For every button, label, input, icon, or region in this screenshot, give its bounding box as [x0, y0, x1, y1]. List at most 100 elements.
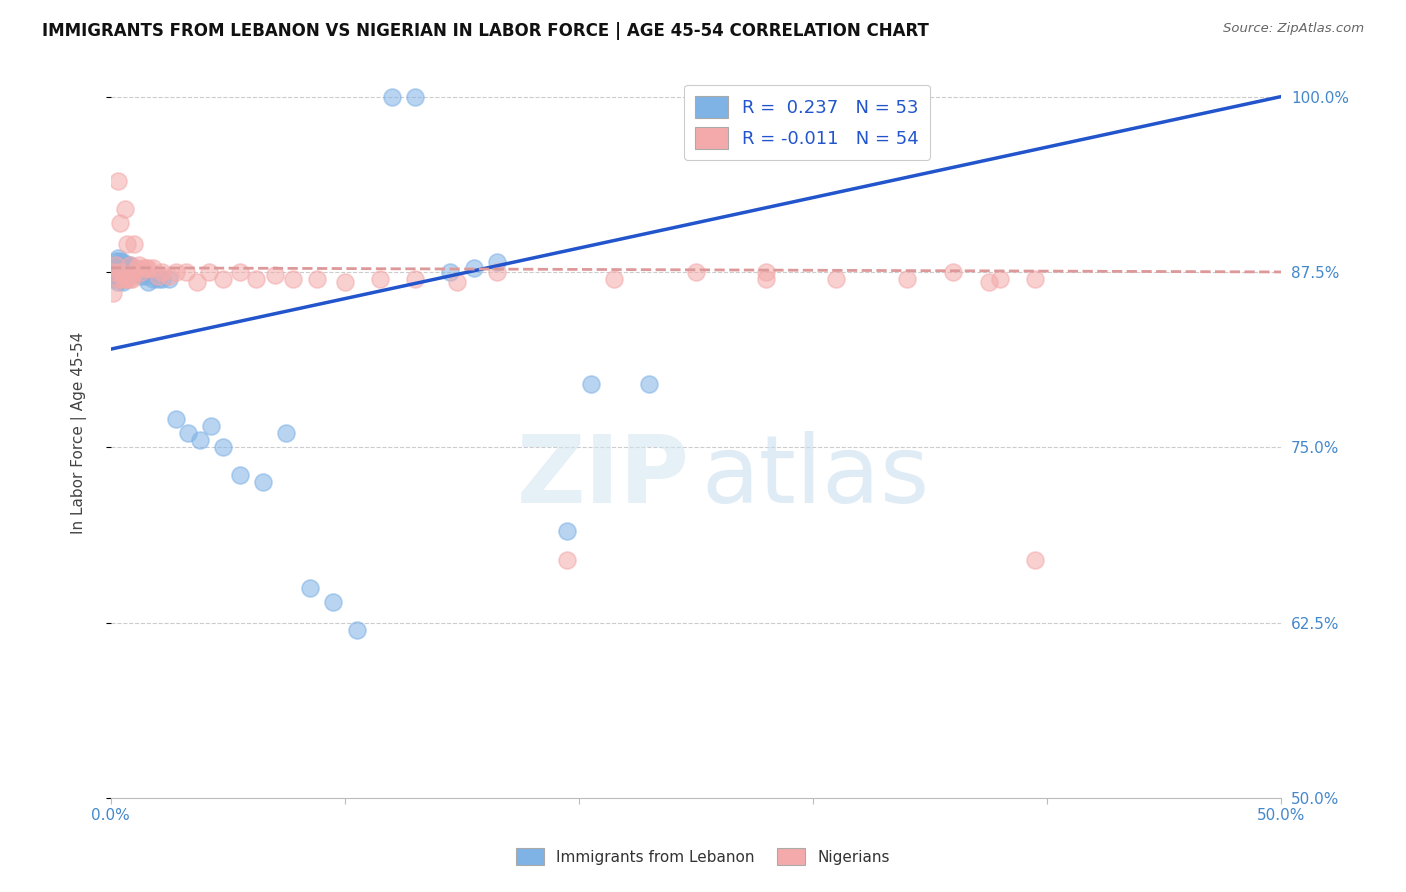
Point: [157, 269, 180, 284]
Point: [755, 272, 778, 286]
Point: [977, 275, 1000, 289]
Point: [125, 263, 148, 277]
Point: [107, 275, 129, 289]
Point: [135, 260, 157, 275]
Point: [128, 266, 150, 280]
Point: [942, 265, 965, 279]
Point: [103, 285, 125, 300]
Point: [111, 263, 134, 277]
Point: [110, 272, 132, 286]
Point: [104, 258, 127, 272]
Point: [118, 258, 141, 272]
Point: [115, 258, 138, 272]
Point: [111, 255, 134, 269]
Point: [439, 265, 461, 279]
Point: [346, 623, 368, 637]
Point: [200, 419, 222, 434]
Point: [114, 202, 136, 216]
Point: [174, 265, 197, 279]
Point: [212, 272, 235, 286]
Point: [186, 275, 208, 289]
Point: [404, 89, 426, 103]
Point: [1024, 272, 1046, 286]
Point: [579, 377, 602, 392]
Point: [122, 265, 145, 279]
Point: [129, 265, 152, 279]
Point: [198, 265, 221, 279]
Point: [121, 272, 143, 286]
Point: [114, 260, 136, 275]
Point: [104, 260, 127, 275]
Point: [122, 236, 145, 251]
Point: [118, 268, 141, 282]
Text: Source: ZipAtlas.com: Source: ZipAtlas.com: [1223, 22, 1364, 36]
Point: [110, 216, 132, 230]
Point: [115, 272, 138, 286]
Point: [107, 174, 129, 188]
Point: [115, 236, 138, 251]
Point: [107, 251, 129, 265]
Point: [212, 440, 235, 454]
Point: [110, 262, 132, 277]
Point: [988, 272, 1011, 286]
Point: [333, 275, 356, 289]
Point: [107, 272, 129, 286]
Point: [142, 272, 165, 286]
Point: [135, 269, 157, 284]
Point: [276, 426, 298, 441]
Point: [755, 265, 778, 279]
Point: [132, 265, 155, 279]
Point: [104, 269, 127, 284]
Point: [165, 265, 187, 279]
Point: [142, 260, 165, 275]
Point: [118, 272, 141, 286]
Point: [263, 268, 285, 282]
Text: IMMIGRANTS FROM LEBANON VS NIGERIAN IN LABOR FORCE | AGE 45-54 CORRELATION CHART: IMMIGRANTS FROM LEBANON VS NIGERIAN IN L…: [42, 22, 929, 40]
Legend: R =  0.237   N = 53, R = -0.011   N = 54: R = 0.237 N = 53, R = -0.011 N = 54: [685, 85, 929, 160]
Point: [486, 255, 509, 269]
Point: [245, 272, 267, 286]
Point: [110, 253, 132, 268]
Point: [132, 260, 155, 275]
Point: [555, 552, 578, 566]
Point: [104, 253, 127, 268]
Point: [103, 265, 125, 279]
Point: [1024, 552, 1046, 566]
Point: [111, 275, 134, 289]
Point: [146, 272, 169, 286]
Point: [114, 272, 136, 286]
Point: [110, 265, 132, 279]
Point: [103, 265, 125, 279]
Point: [128, 258, 150, 272]
Point: [146, 269, 169, 284]
Point: [136, 260, 159, 275]
Point: [404, 272, 426, 286]
Point: [111, 272, 134, 286]
Point: [463, 260, 485, 275]
Point: [150, 272, 173, 286]
Text: ZIP: ZIP: [517, 431, 690, 523]
Point: [446, 275, 468, 289]
Point: [188, 434, 211, 448]
Point: [298, 581, 321, 595]
Point: [122, 265, 145, 279]
Point: [368, 272, 391, 286]
Point: [283, 272, 305, 286]
Point: [114, 272, 136, 286]
Point: [125, 260, 148, 275]
Point: [177, 426, 200, 441]
Point: [486, 265, 509, 279]
Point: [107, 260, 129, 275]
Y-axis label: In Labor Force | Age 45-54: In Labor Force | Age 45-54: [72, 332, 87, 534]
Point: [150, 265, 173, 279]
Legend: Immigrants from Lebanon, Nigerians: Immigrants from Lebanon, Nigerians: [510, 842, 896, 871]
Point: [381, 89, 404, 103]
Point: [555, 524, 578, 539]
Text: atlas: atlas: [702, 431, 931, 523]
Point: [165, 412, 187, 426]
Point: [118, 258, 141, 272]
Point: [305, 272, 328, 286]
Point: [228, 265, 250, 279]
Point: [638, 377, 661, 392]
Point: [115, 266, 138, 280]
